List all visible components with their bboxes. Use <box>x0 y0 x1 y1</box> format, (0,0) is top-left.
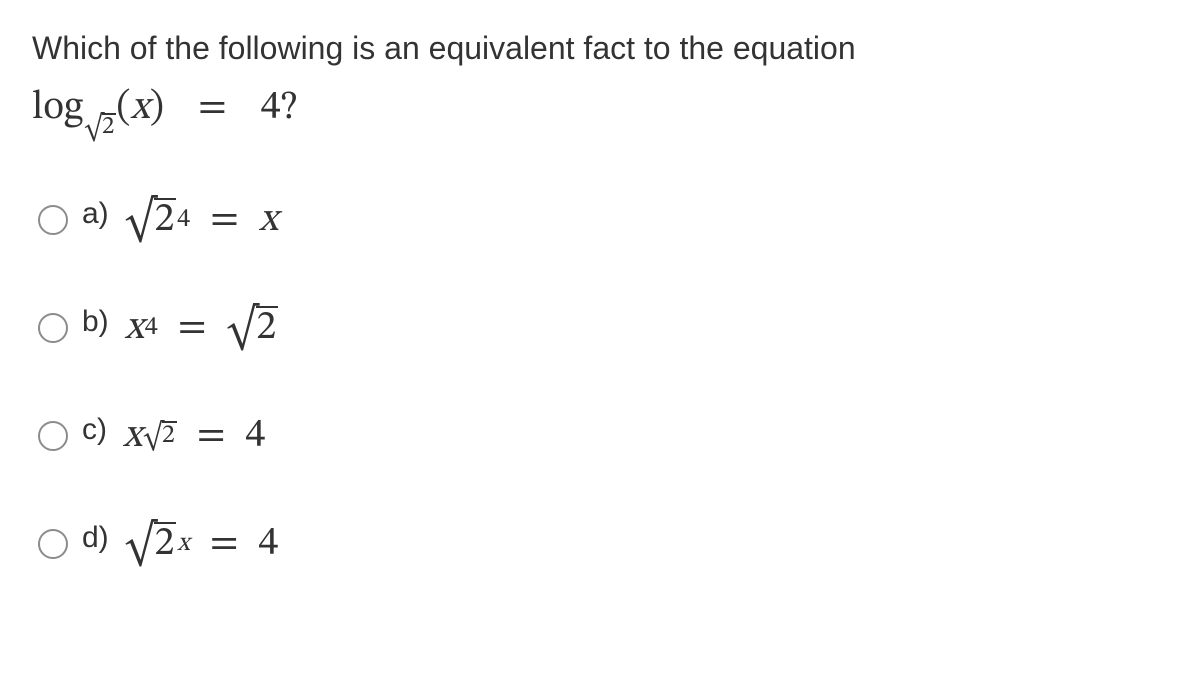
option-c[interactable]: c) x√2=4 <box>38 411 1168 461</box>
paren-close: ) <box>150 88 164 128</box>
option-d-label: d) <box>82 521 109 555</box>
options-list: a) √24=x b) x4=√2 c) x√2=4 d) √2 <box>32 195 1168 569</box>
radio-c[interactable] <box>38 421 68 451</box>
option-a-label: a) <box>82 197 109 231</box>
sqrt-icon: √2 <box>125 198 177 240</box>
stem-text: Which of the following is an equivalent … <box>32 30 856 66</box>
log-arg: x <box>131 88 150 128</box>
question-page: Which of the following is an equivalent … <box>0 0 1200 593</box>
paren-open: ( <box>116 88 130 128</box>
exponent-sqrt: √2 <box>143 420 177 453</box>
log-word: log <box>32 88 83 128</box>
option-b[interactable]: b) x4=√2 <box>38 303 1168 353</box>
option-b-label: b) <box>82 305 109 339</box>
radio-d[interactable] <box>38 529 68 559</box>
option-b-math: x4=√2 <box>125 303 278 353</box>
option-c-label: c) <box>82 413 107 447</box>
option-d-math: √2x=4 <box>125 519 279 569</box>
log-base: √2 <box>84 114 116 139</box>
option-a[interactable]: a) √24=x <box>38 195 1168 245</box>
question-stem: Which of the following is an equivalent … <box>32 24 1168 139</box>
sqrt-icon: √2 <box>227 306 279 348</box>
sqrt-icon: √2 <box>125 522 177 564</box>
option-a-math: √24=x <box>125 195 278 245</box>
option-c-math: x√2=4 <box>123 411 265 461</box>
rhs-value: 4 <box>261 88 281 128</box>
option-d[interactable]: d) √2x=4 <box>38 519 1168 569</box>
eq-sign: = <box>198 88 227 128</box>
question-mark: ? <box>281 88 297 128</box>
stem-equation: log√2(x) = 4? <box>32 78 1168 139</box>
radio-b[interactable] <box>38 313 68 343</box>
exponent: 4 <box>177 204 190 237</box>
radio-a[interactable] <box>38 205 68 235</box>
